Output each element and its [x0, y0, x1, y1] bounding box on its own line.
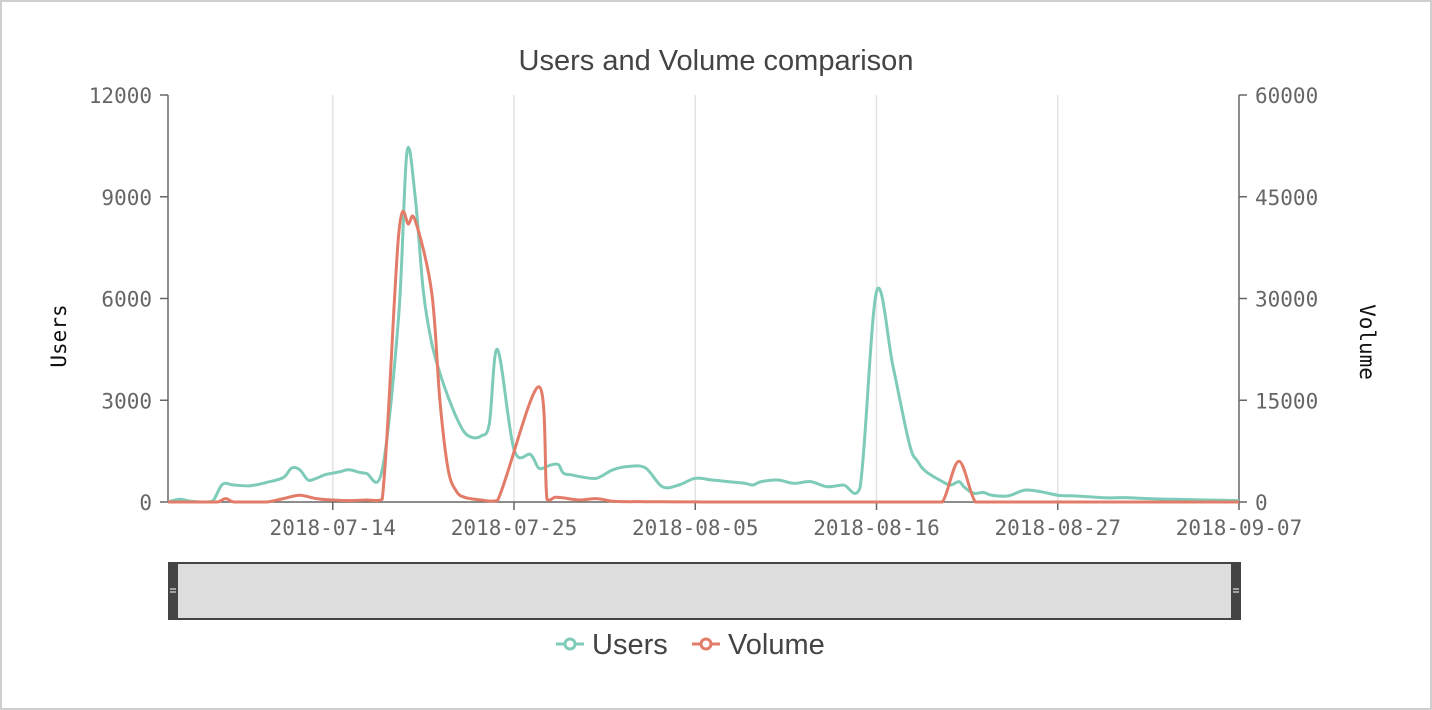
range-handle-left[interactable] — [168, 562, 178, 620]
legend-users-marker-icon — [563, 637, 577, 651]
x-tick-label: 2018-09-07 — [1176, 516, 1302, 540]
range-selector[interactable] — [168, 562, 1241, 620]
left-y-ticks: 0 3000 6000 9000 12000 — [89, 84, 168, 515]
left-y-axis-title: Users — [47, 304, 71, 367]
legend: Users Volume — [556, 629, 825, 661]
legend-volume-marker-icon — [699, 637, 713, 651]
legend-users-label: Users — [592, 629, 668, 661]
right-y-tick-label: 30000 — [1255, 288, 1318, 312]
right-y-tick-label: 15000 — [1255, 389, 1318, 413]
series-line-volume — [167, 209, 1239, 504]
legend-volume-label: Volume — [728, 629, 825, 661]
right-y-tick-label: 0 — [1255, 491, 1268, 515]
x-ticks: 2018-07-14 2018-07-25 2018-08-05 2018-08-16… — [270, 502, 1302, 540]
x-tick-label: 2018-08-16 — [813, 516, 939, 540]
left-y-tick-label: 0 — [139, 491, 152, 515]
x-tick-label: 2018-07-14 — [270, 516, 396, 540]
right-y-tick-label: 60000 — [1255, 84, 1318, 108]
left-y-tick-label: 6000 — [101, 288, 152, 312]
right-y-ticks: 0 15000 30000 45000 60000 — [1239, 84, 1318, 515]
left-y-tick-label: 3000 — [101, 389, 152, 413]
x-tick-label: 2018-08-27 — [995, 516, 1121, 540]
vertical-gridlines — [332, 95, 1059, 502]
right-y-tick-label: 45000 — [1255, 186, 1318, 210]
range-selector-window[interactable] — [178, 564, 1231, 618]
range-handle-right[interactable] — [1231, 562, 1241, 620]
series-line-users — [167, 145, 1240, 504]
left-y-tick-label: 9000 — [101, 186, 152, 210]
legend-item-volume[interactable]: Volume — [692, 629, 825, 661]
right-y-axis-title: Volume — [1355, 304, 1379, 380]
legend-item-users[interactable]: Users — [556, 629, 668, 661]
chart-title: Users and Volume comparison — [519, 45, 914, 77]
x-tick-label: 2018-08-05 — [632, 516, 758, 540]
x-tick-label: 2018-07-25 — [451, 516, 577, 540]
left-y-tick-label: 12000 — [89, 84, 152, 108]
